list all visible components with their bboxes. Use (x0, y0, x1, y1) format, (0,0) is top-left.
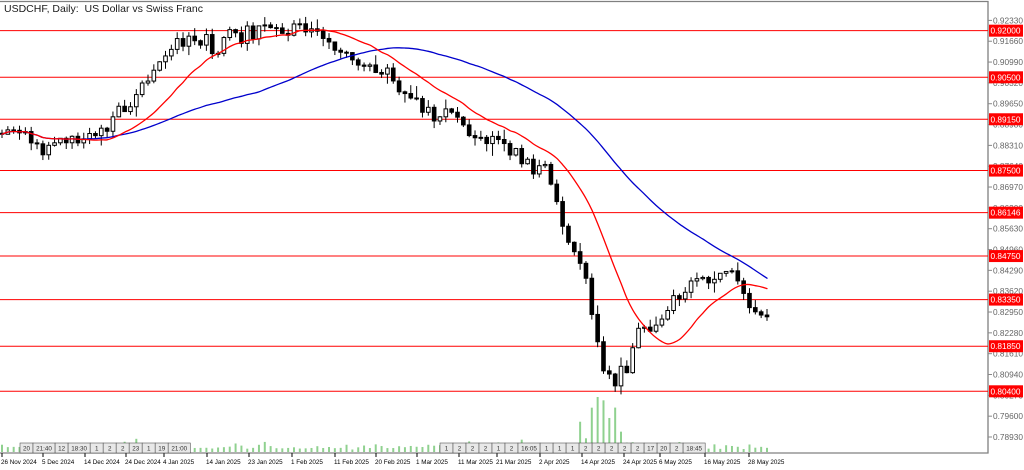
svg-text:2: 2 (597, 446, 601, 453)
svg-text:2: 2 (584, 446, 588, 453)
svg-text:0.80400: 0.80400 (991, 386, 1021, 396)
svg-text:2 Apr 2025: 2 Apr 2025 (539, 459, 570, 466)
svg-text:0.84750: 0.84750 (991, 251, 1021, 261)
svg-text:24 Apr 2025: 24 Apr 2025 (623, 459, 657, 466)
svg-text:2: 2 (108, 446, 112, 453)
svg-text:23: 23 (132, 446, 140, 453)
svg-text:2: 2 (484, 446, 488, 453)
svg-text:0.85630: 0.85630 (993, 224, 1023, 234)
svg-text:16:05: 16:05 (521, 446, 537, 453)
svg-text:19: 19 (158, 446, 166, 453)
svg-text:11 Mar 2025: 11 Mar 2025 (458, 459, 493, 466)
svg-text:0.87500: 0.87500 (991, 166, 1021, 176)
svg-text:21 Mar 2025: 21 Mar 2025 (496, 459, 532, 466)
svg-text:6 May 2025: 6 May 2025 (659, 459, 692, 466)
svg-text:0.91660: 0.91660 (993, 36, 1023, 46)
svg-text:1: 1 (558, 446, 562, 453)
svg-text:1: 1 (95, 446, 99, 453)
svg-text:26 Nov 2024: 26 Nov 2024 (1, 459, 37, 466)
svg-text:20: 20 (660, 446, 668, 453)
svg-text:21:40: 21:40 (36, 446, 52, 453)
svg-text:2: 2 (610, 446, 614, 453)
svg-text:0.86146: 0.86146 (991, 208, 1021, 218)
svg-text:1 Feb 2025: 1 Feb 2025 (291, 459, 323, 466)
svg-text:20: 20 (23, 446, 31, 453)
svg-text:5 Dec 2024: 5 Dec 2024 (42, 459, 75, 466)
svg-text:0.79600: 0.79600 (993, 411, 1023, 421)
svg-text:17: 17 (647, 446, 655, 453)
svg-text:0.84290: 0.84290 (993, 265, 1023, 275)
svg-text:0.90500: 0.90500 (991, 72, 1021, 82)
svg-text:11 Feb 2025: 11 Feb 2025 (334, 459, 369, 466)
svg-text:12: 12 (58, 446, 66, 453)
svg-text:18:30: 18:30 (71, 446, 87, 453)
svg-text:0.92330: 0.92330 (993, 15, 1023, 25)
svg-text:2: 2 (623, 446, 627, 453)
svg-text:24 Dec 2024: 24 Dec 2024 (125, 459, 161, 466)
svg-text:2: 2 (510, 446, 514, 453)
svg-text:1: 1 (571, 446, 575, 453)
svg-text:18:45: 18:45 (686, 446, 702, 453)
svg-text:0.81850: 0.81850 (991, 341, 1021, 351)
svg-text:21:00: 21:00 (171, 446, 187, 453)
svg-text:0.90990: 0.90990 (993, 57, 1023, 67)
svg-text:1: 1 (497, 446, 501, 453)
svg-text:0.78930: 0.78930 (993, 432, 1023, 442)
svg-text:0.92000: 0.92000 (991, 26, 1021, 36)
svg-text:2: 2 (636, 446, 640, 453)
svg-text:14 Apr 2025: 14 Apr 2025 (581, 459, 615, 466)
svg-text:14 Jan 2025: 14 Jan 2025 (206, 459, 241, 466)
svg-text:0.89650: 0.89650 (993, 99, 1023, 109)
svg-text:1 Mar 2025: 1 Mar 2025 (416, 459, 448, 466)
svg-text:0.83350: 0.83350 (991, 295, 1021, 305)
svg-text:14 Dec 2024: 14 Dec 2024 (84, 459, 120, 466)
svg-text:0.86970: 0.86970 (993, 182, 1023, 192)
svg-text:1: 1 (147, 446, 151, 453)
svg-text:16 May 2025: 16 May 2025 (704, 459, 741, 466)
svg-text:1: 1 (445, 446, 449, 453)
svg-text:0.82950: 0.82950 (993, 307, 1023, 317)
svg-text:20 Feb 2025: 20 Feb 2025 (375, 459, 411, 466)
svg-text:1: 1 (545, 446, 549, 453)
svg-text:0.89150: 0.89150 (991, 114, 1021, 124)
svg-text:0.80940: 0.80940 (993, 370, 1023, 380)
svg-text:2: 2 (675, 446, 679, 453)
svg-text:28 May 2025: 28 May 2025 (748, 459, 785, 466)
svg-text:23 Jan 2025: 23 Jan 2025 (248, 459, 283, 466)
svg-text:2: 2 (121, 446, 125, 453)
svg-text:4 Jan 2025: 4 Jan 2025 (163, 459, 195, 466)
svg-text:2: 2 (458, 446, 462, 453)
svg-text:2: 2 (471, 446, 475, 453)
svg-text:0.88310: 0.88310 (993, 140, 1023, 150)
svg-text:0.82280: 0.82280 (993, 328, 1023, 338)
